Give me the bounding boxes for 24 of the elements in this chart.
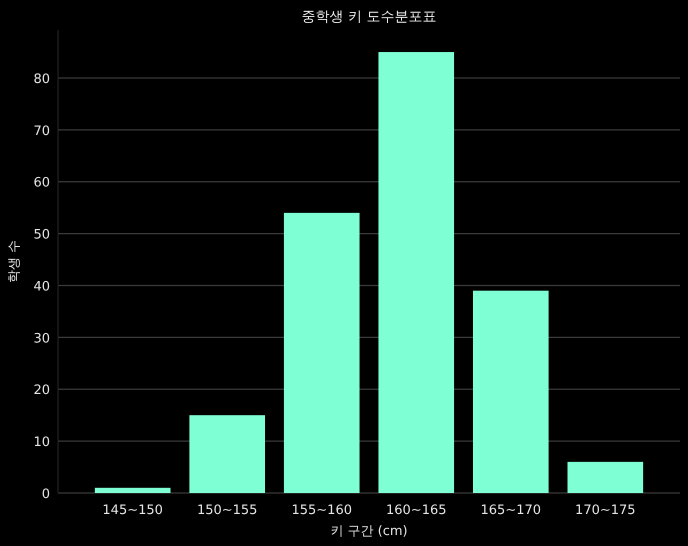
bar (189, 415, 266, 493)
x-tick-label: 145~150 (102, 503, 163, 518)
bar (568, 462, 644, 493)
y-tick-label: 30 (33, 331, 50, 346)
y-axis-title: 학생 수 (7, 240, 22, 284)
y-tick-label: 50 (33, 228, 50, 243)
y-tick-label: 80 (33, 72, 50, 87)
x-tick-label: 155~160 (291, 503, 352, 518)
x-tick-label: 170~175 (575, 503, 636, 518)
y-tick-label: 20 (33, 383, 50, 398)
x-axis-title: 키 구간 (cm) (330, 524, 408, 539)
x-tick-label: 150~155 (196, 503, 258, 518)
y-tick-label: 10 (33, 435, 50, 450)
y-tick-label: 70 (33, 124, 50, 139)
x-tick-label: 165~170 (480, 503, 542, 518)
x-tick-label: 160~165 (386, 503, 447, 518)
bar (284, 212, 360, 493)
bar (472, 290, 549, 493)
bar (94, 488, 170, 493)
y-tick-label: 0 (42, 487, 50, 502)
y-tick-label: 40 (33, 279, 50, 294)
y-tick-label: 60 (33, 176, 50, 191)
chart-title: 중학생 키 도수분포표 (302, 9, 436, 25)
bar (378, 52, 454, 493)
